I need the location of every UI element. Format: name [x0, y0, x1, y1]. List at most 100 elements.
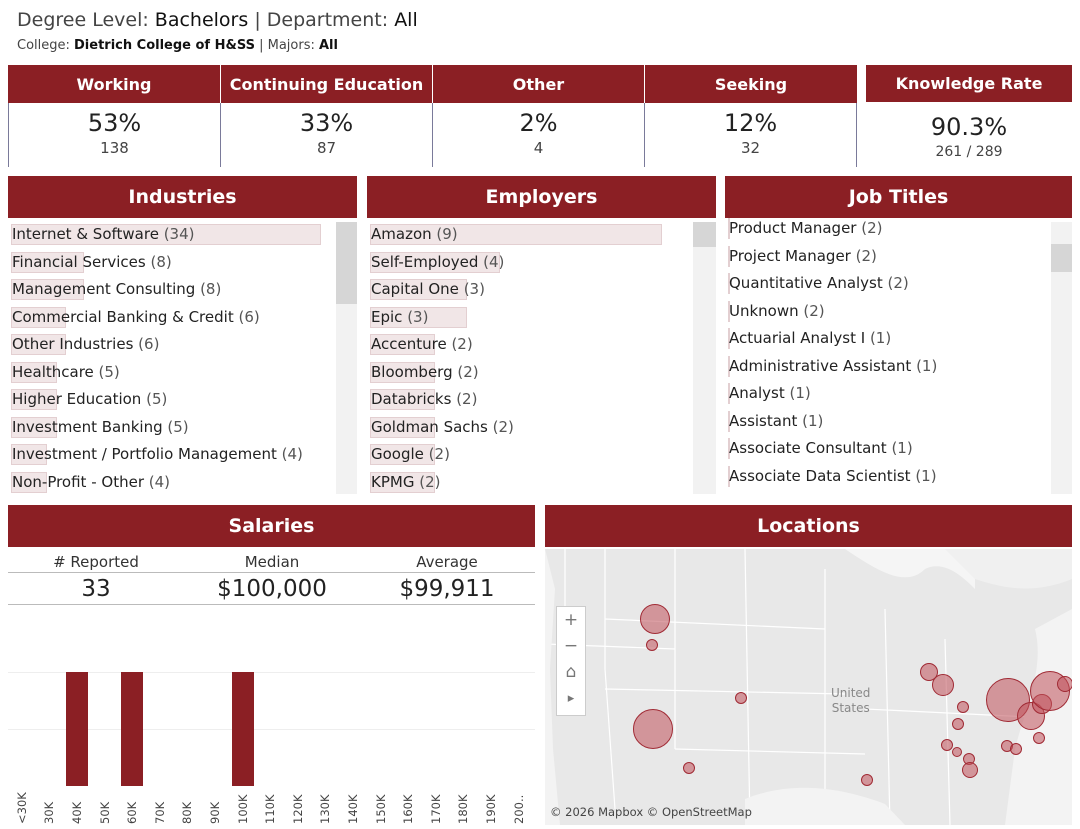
industry-label: Healthcare (5): [12, 363, 120, 381]
job-title-count: (1): [891, 439, 913, 457]
location-bubble[interactable]: [735, 692, 747, 704]
job-title-row[interactable]: Administrative Assistant (1): [725, 354, 1051, 382]
job-title-name: Analyst: [729, 384, 790, 402]
location-bubble[interactable]: [957, 701, 969, 713]
job-title-row[interactable]: Actuarial Analyst I (1): [725, 326, 1051, 354]
employer-bar: [370, 444, 435, 465]
industries-scrollbar[interactable]: [336, 222, 357, 494]
job-titles-scrollbar[interactable]: [1051, 222, 1072, 494]
industry-row[interactable]: Investment Banking (5): [8, 415, 336, 443]
employer-row[interactable]: Capital One (3): [367, 277, 693, 305]
industry-row[interactable]: Other Industries (6): [8, 332, 336, 360]
map-attribution[interactable]: © 2026 Mapbox © OpenStreetMap: [550, 805, 752, 819]
histogram-tick-label: 40K: [70, 801, 84, 824]
industry-row[interactable]: Internet & Software (34): [8, 222, 336, 250]
histogram-bar[interactable]: [121, 672, 143, 786]
kpi-other[interactable]: 2% 4: [433, 103, 645, 167]
location-bubble[interactable]: [640, 604, 670, 634]
location-bubble[interactable]: [633, 709, 673, 749]
zoom-out-button[interactable]: −: [563, 636, 579, 656]
industry-row[interactable]: Financial Services (8): [8, 250, 336, 278]
location-bubble[interactable]: [941, 739, 953, 751]
average-value: $99,911: [399, 576, 495, 602]
employer-count: (3): [407, 307, 429, 326]
job-title-label: Quantitative Analyst (2): [729, 274, 909, 292]
job-titles-list[interactable]: Product Manager (2) Project Manager (2) Qu…: [725, 216, 1051, 494]
employer-row[interactable]: Bloomberg (2): [367, 360, 693, 388]
location-bubble[interactable]: [683, 762, 695, 774]
job-title-count: (1): [869, 329, 892, 347]
location-bubble[interactable]: [646, 639, 658, 651]
job-title-bar: [728, 465, 730, 487]
knowledge-rate-header: Knowledge Rate: [866, 65, 1072, 102]
job-title-row[interactable]: Product Manager (2): [725, 216, 1051, 244]
job-title-bar: [728, 438, 730, 459]
industry-count: (5): [146, 390, 168, 408]
salaries-divider-bottom: [8, 604, 535, 605]
employer-row[interactable]: Databricks (2): [367, 387, 693, 415]
employer-bar: [370, 334, 435, 355]
great-lakes: [845, 549, 975, 589]
industry-row[interactable]: Management Consulting (8): [8, 277, 336, 305]
locations-map[interactable]: [545, 549, 1072, 825]
histogram-tick-label: 180K: [456, 794, 470, 825]
location-bubble[interactable]: [1033, 732, 1045, 744]
kpi-seeking[interactable]: 12% 32: [645, 103, 857, 167]
job-title-row[interactable]: Assistant (1): [725, 409, 1051, 437]
industry-row[interactable]: Investment / Portfolio Management (4): [8, 442, 336, 470]
employer-row[interactable]: Epic (3): [367, 305, 693, 333]
employers-scrollbar[interactable]: [693, 222, 716, 494]
employer-row[interactable]: Amazon (9): [367, 222, 693, 250]
job-title-row[interactable]: Associate Data Scientist (1): [725, 464, 1051, 492]
employers-list[interactable]: Amazon (9) Self-Employed (4) Capital One (…: [367, 222, 693, 494]
location-bubble[interactable]: [1057, 676, 1072, 692]
employer-name: Goldman Sachs: [371, 417, 493, 436]
industry-row[interactable]: Commercial Banking & Credit (6): [8, 305, 336, 333]
employer-row[interactable]: Goldman Sachs (2): [367, 415, 693, 443]
histogram-bar[interactable]: [232, 672, 254, 786]
employer-row[interactable]: KPMG (2): [367, 470, 693, 495]
industry-label: Commercial Banking & Credit (6): [12, 308, 260, 326]
industry-row[interactable]: Healthcare (5): [8, 360, 336, 388]
employer-row[interactable]: Google (2): [367, 442, 693, 470]
employer-label: Accenture (2): [371, 335, 473, 353]
job-titles-scroll-thumb[interactable]: [1051, 244, 1072, 272]
histogram-tick-label: 120K: [291, 794, 305, 825]
industry-row[interactable]: Higher Education (5): [8, 387, 336, 415]
employer-bar: [370, 279, 467, 300]
industries-list[interactable]: Internet & Software (34) Financial Servic…: [8, 222, 336, 494]
zoom-in-button[interactable]: +: [563, 610, 579, 630]
location-bubble[interactable]: [920, 663, 938, 681]
employers-scroll-thumb[interactable]: [693, 222, 716, 247]
job-title-row[interactable]: Quantitative Analyst (2): [725, 271, 1051, 299]
state-border: [604, 618, 826, 630]
job-title-row[interactable]: Unknown (2): [725, 299, 1051, 327]
industries-scroll-thumb[interactable]: [336, 222, 357, 304]
industry-name: Financial Services: [12, 252, 151, 271]
industry-row[interactable]: Non-Profit - Other (4): [8, 470, 336, 495]
job-title-name: Quantitative Analyst: [729, 274, 888, 292]
location-bubble[interactable]: [962, 762, 978, 778]
industry-count: (4): [281, 445, 303, 463]
employer-count: (2): [457, 362, 479, 381]
job-title-row[interactable]: Analyst (1): [725, 381, 1051, 409]
job-title-row[interactable]: Associate Consultant (1): [725, 436, 1051, 464]
location-bubble[interactable]: [952, 747, 962, 757]
histogram-tick-label: 50K: [98, 801, 112, 824]
employer-row[interactable]: Self-Employed (4): [367, 250, 693, 278]
kpi-working[interactable]: 53% 138: [8, 103, 221, 167]
location-bubble[interactable]: [952, 718, 964, 730]
play-icon[interactable]: ▸: [567, 690, 575, 706]
kpi-continuing-count: 87: [316, 139, 337, 157]
employer-row[interactable]: Accenture (2): [367, 332, 693, 360]
home-icon[interactable]: ⌂: [565, 662, 577, 682]
location-bubble[interactable]: [1010, 743, 1022, 755]
job-title-label: Assistant (1): [729, 412, 823, 430]
location-bubble[interactable]: [861, 774, 873, 786]
job-title-row[interactable]: Project Manager (2): [725, 244, 1051, 272]
kpi-continuing[interactable]: 33% 87: [221, 103, 433, 167]
location-bubble[interactable]: [932, 674, 954, 696]
job-title-count: (2): [803, 301, 825, 320]
histogram-bar[interactable]: [66, 672, 88, 786]
histogram-gridline: [8, 729, 535, 730]
